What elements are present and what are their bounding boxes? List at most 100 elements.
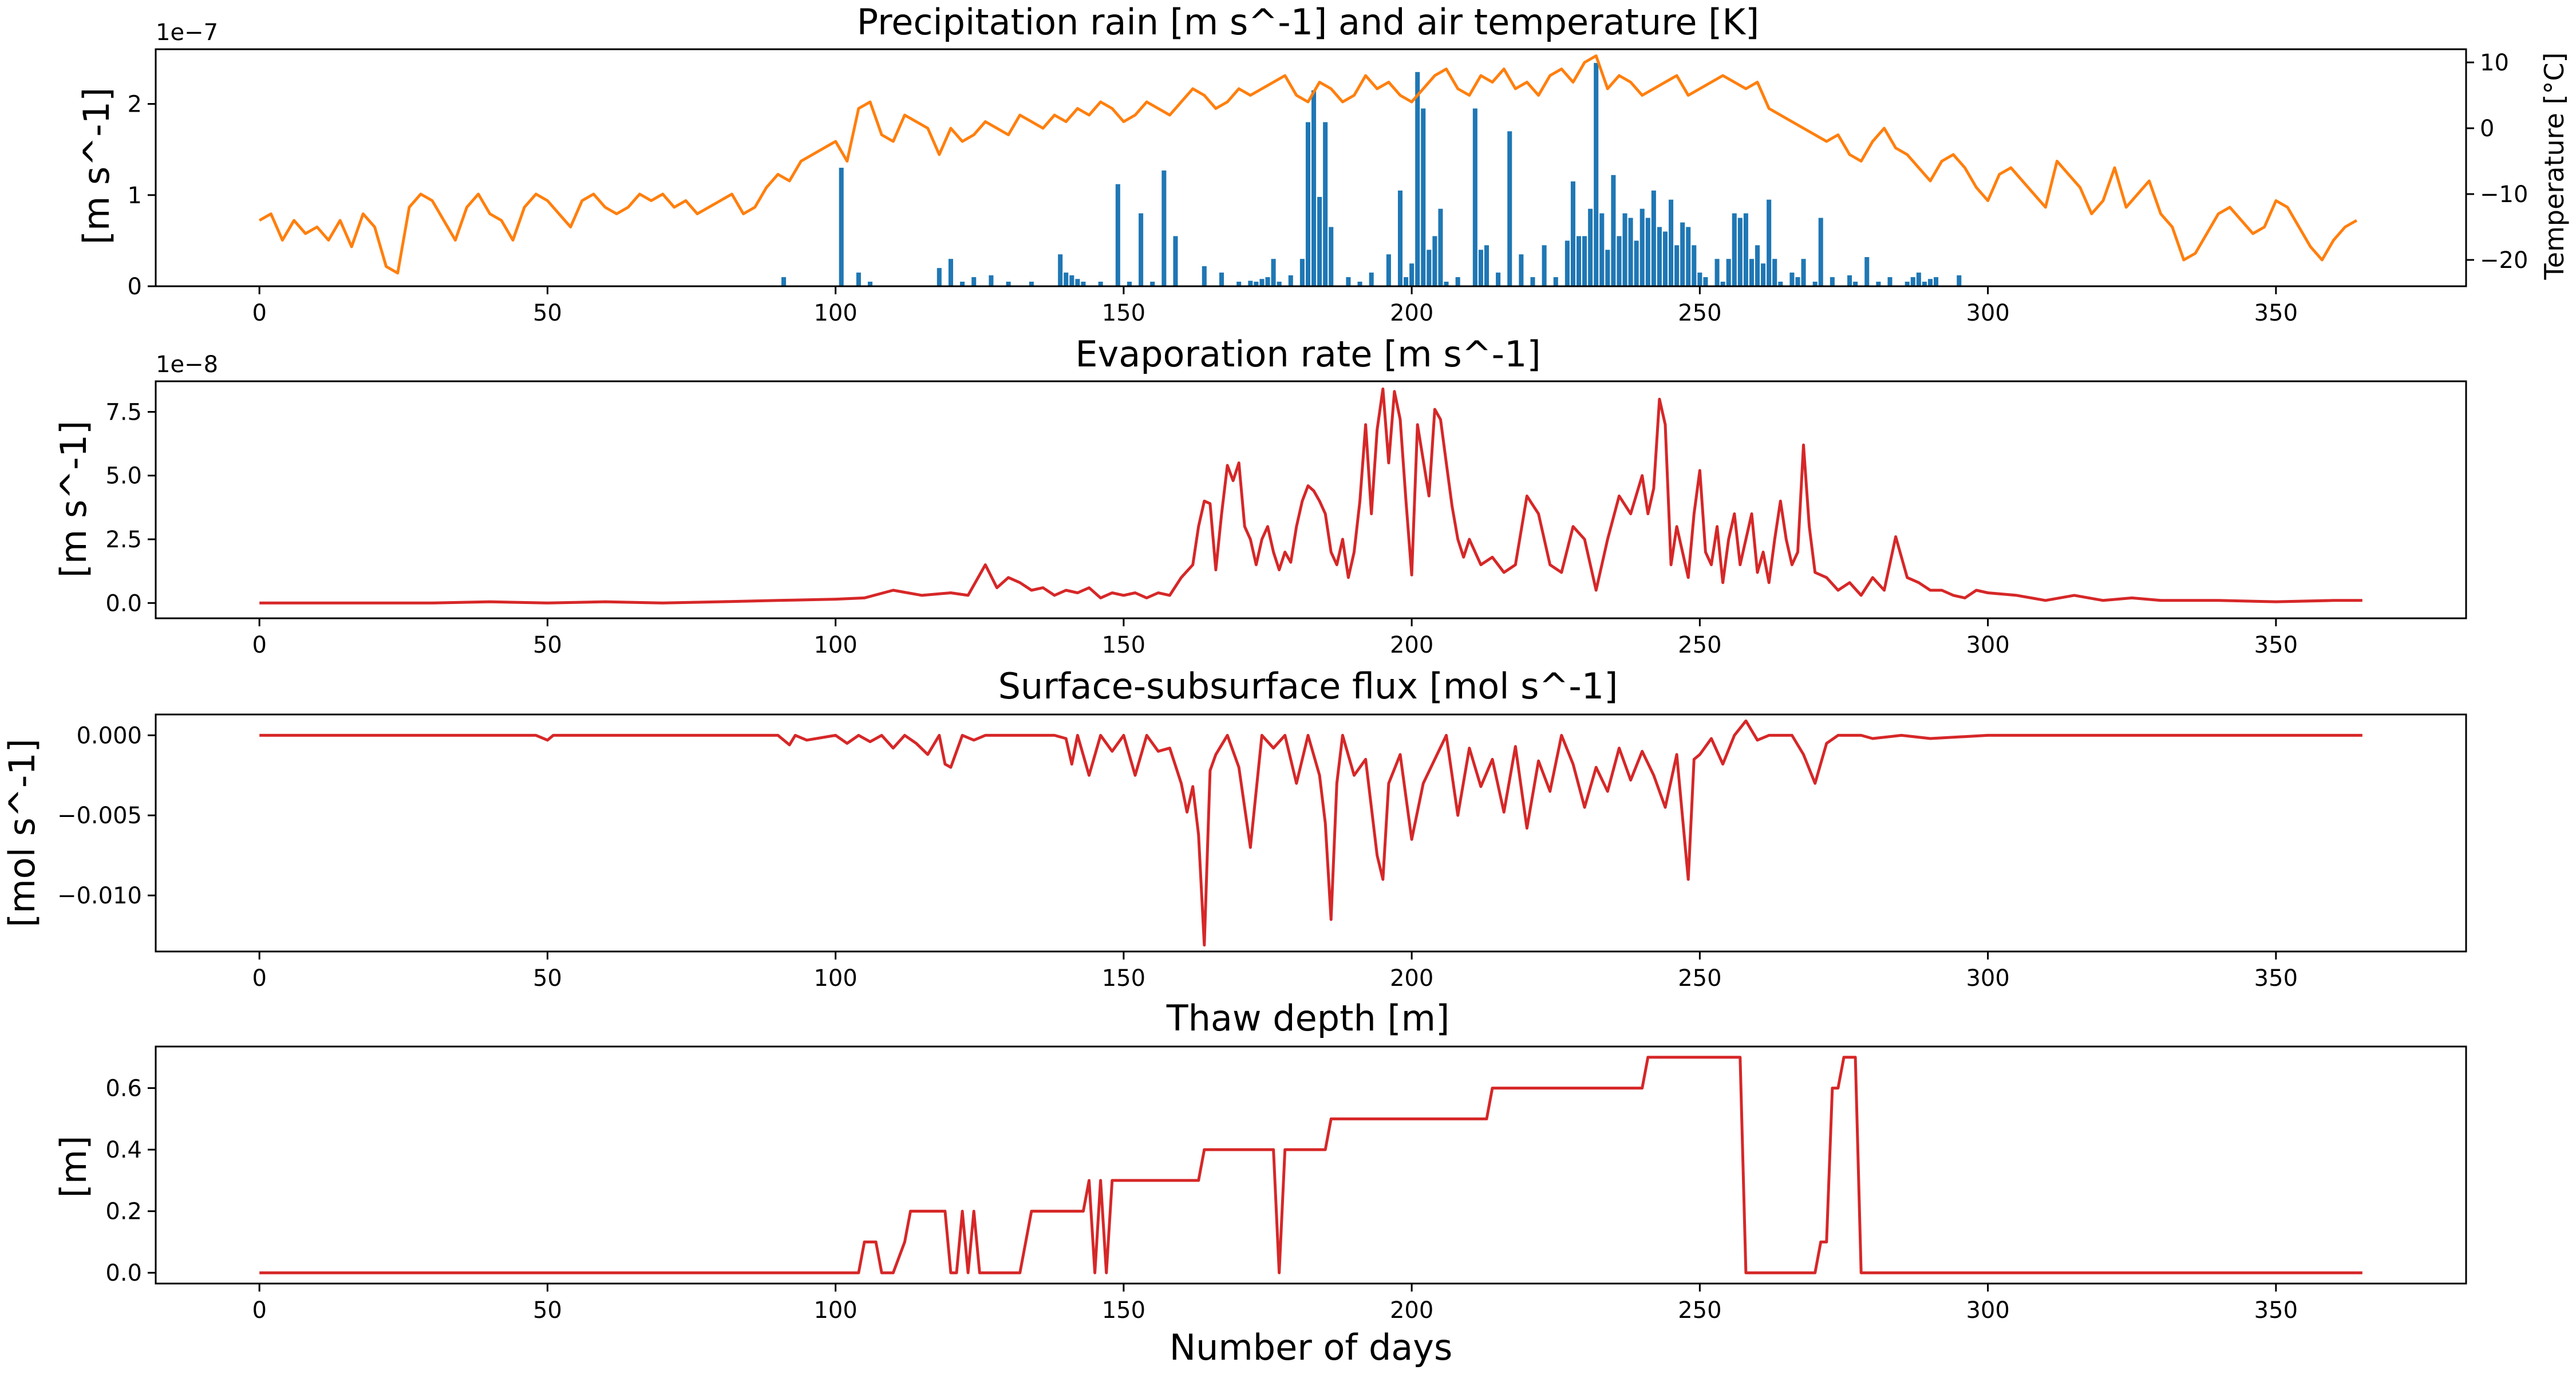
precipitation-bar xyxy=(1674,245,1680,286)
precipitation-bar xyxy=(1311,90,1317,286)
y-tick-label: −0.010 xyxy=(57,883,142,909)
precipitation-bar xyxy=(1622,213,1627,286)
precipitation-bar xyxy=(1934,277,1939,286)
precipitation-bar xyxy=(1127,282,1132,286)
y-tick-label: −0.005 xyxy=(57,803,142,829)
x-tick-label: 50 xyxy=(533,965,562,992)
series-line xyxy=(259,387,2362,605)
precip-temp-panel: Precipitation rain [m s^-1] and air temp… xyxy=(76,1,2570,326)
precipitation-bar xyxy=(1305,122,1310,286)
x-tick-label: 150 xyxy=(1102,1297,1145,1324)
x-tick-label: 200 xyxy=(1390,632,1433,658)
precipitation-bar xyxy=(1421,108,1426,286)
precipitation-bar xyxy=(1069,275,1074,286)
precipitation-bar xyxy=(1830,277,1835,286)
precipitation-bar xyxy=(989,275,994,286)
precipitation-bar xyxy=(1415,72,1420,287)
precipitation-bar xyxy=(1277,282,1282,286)
x-tick-label: 50 xyxy=(533,1297,562,1324)
precip-temp-marks xyxy=(258,54,2358,287)
x-tick-label: 300 xyxy=(1966,300,2009,326)
flux-y-axis-label: [mol s^-1] xyxy=(1,739,43,927)
precipitation-bar xyxy=(960,282,965,286)
thaw-depth-x-axis-label: Number of days xyxy=(1170,1326,1453,1368)
precipitation-bar xyxy=(1530,277,1535,286)
precipitation-bar xyxy=(1657,227,1662,286)
flux-ticks: 0 50 100 150 200 250 300 350 0.000 −0.005 −0.010 xyxy=(57,722,2298,992)
precipitation-bar xyxy=(1386,254,1391,286)
y2-tick-label: −20 xyxy=(2480,247,2528,274)
x-tick-label: 200 xyxy=(1390,965,1433,992)
precipitation-bar xyxy=(1346,277,1351,286)
precipitation-bar xyxy=(1864,257,1870,286)
x-tick-label: 350 xyxy=(2254,300,2298,326)
series-line xyxy=(259,1056,2362,1274)
precipitation-bar xyxy=(1570,181,1575,286)
thaw-depth-y-axis-label: [m] xyxy=(53,1136,94,1198)
x-tick-label: 0 xyxy=(252,965,266,992)
thaw-depth-marks xyxy=(259,1056,2362,1274)
precipitation-bar xyxy=(1444,282,1449,286)
precipitation-bar xyxy=(1789,273,1795,286)
precipitation-bar xyxy=(1611,175,1616,286)
precipitation-bar xyxy=(1404,277,1409,286)
x-tick-label: 50 xyxy=(533,632,562,658)
precipitation-bar xyxy=(1703,277,1708,286)
precipitation-bar xyxy=(1755,245,1760,286)
precipitation-bar xyxy=(1767,199,1772,286)
precipitation-bar xyxy=(1438,208,1443,286)
precipitation-bar xyxy=(1876,282,1881,286)
y-tick-label: 0.2 xyxy=(105,1199,142,1225)
evaporation-panel: Evaporation rate [m s^-1] 1e−8 [m s^-1] … xyxy=(53,333,2467,658)
precipitation-bar xyxy=(1927,279,1933,286)
y-tick-label: 0 xyxy=(128,274,142,300)
precipitation-bar xyxy=(1496,273,1501,286)
precipitation-bar xyxy=(1553,277,1558,286)
precipitation-bar xyxy=(1115,184,1120,286)
y-tick-label: 5.0 xyxy=(105,463,142,489)
precipitation-bar xyxy=(1259,279,1265,286)
precipitation-bar xyxy=(1697,273,1702,286)
y-tick-label: 2.5 xyxy=(105,527,142,553)
precipitation-bar xyxy=(1812,282,1818,286)
precipitation-bar xyxy=(1801,259,1806,286)
precipitation-bar xyxy=(1271,259,1276,286)
precipitation-bar xyxy=(1905,282,1910,286)
temperature-line xyxy=(258,54,2358,275)
flux-axes-frame xyxy=(155,713,2467,953)
precipitation-bar xyxy=(1743,213,1748,286)
precipitation-bar xyxy=(1081,282,1086,286)
precipitation-bar xyxy=(1795,277,1800,286)
precipitation-bar xyxy=(1329,227,1334,286)
precipitation-bar xyxy=(1542,245,1547,286)
precipitation-bar xyxy=(1288,275,1293,286)
evaporation-y-axis-label: [m s^-1] xyxy=(53,421,94,578)
precipitation-bar xyxy=(1714,259,1720,286)
precipitation-bar xyxy=(1564,240,1570,286)
precipitation-bar xyxy=(1605,250,1610,286)
x-tick-label: 250 xyxy=(1678,965,1721,992)
precipitation-bar xyxy=(1202,266,1207,286)
precipitation-bar xyxy=(1916,273,1921,286)
y-tick-label: 7.5 xyxy=(105,399,142,425)
precipitation-bar xyxy=(1484,245,1490,286)
precip-temp-title: Precipitation rain [m s^-1] and air temp… xyxy=(857,1,1759,43)
precipitation-bar xyxy=(1519,254,1524,286)
precipitation-bar xyxy=(856,273,861,286)
precipitation-bar xyxy=(1058,254,1063,286)
precipitation-bar xyxy=(1749,259,1754,286)
precipitation-bar xyxy=(1427,250,1432,286)
evaporation-y-offset-text: 1e−8 xyxy=(156,352,218,378)
precipitation-bar xyxy=(868,282,873,286)
flux-title: Surface-subsurface flux [mol s^-1] xyxy=(998,665,1618,707)
precipitation-bar xyxy=(1737,218,1743,286)
precipitation-bar xyxy=(948,259,953,286)
precipitation-bar xyxy=(1254,282,1259,286)
precipitation-bar xyxy=(1662,231,1668,286)
y2-tick-label: −10 xyxy=(2480,181,2528,208)
precipitation-bar xyxy=(1957,275,1962,286)
precipitation-bar xyxy=(1098,282,1103,286)
evaporation-axes-frame xyxy=(155,380,2467,619)
precipitation-bar xyxy=(1248,281,1253,286)
